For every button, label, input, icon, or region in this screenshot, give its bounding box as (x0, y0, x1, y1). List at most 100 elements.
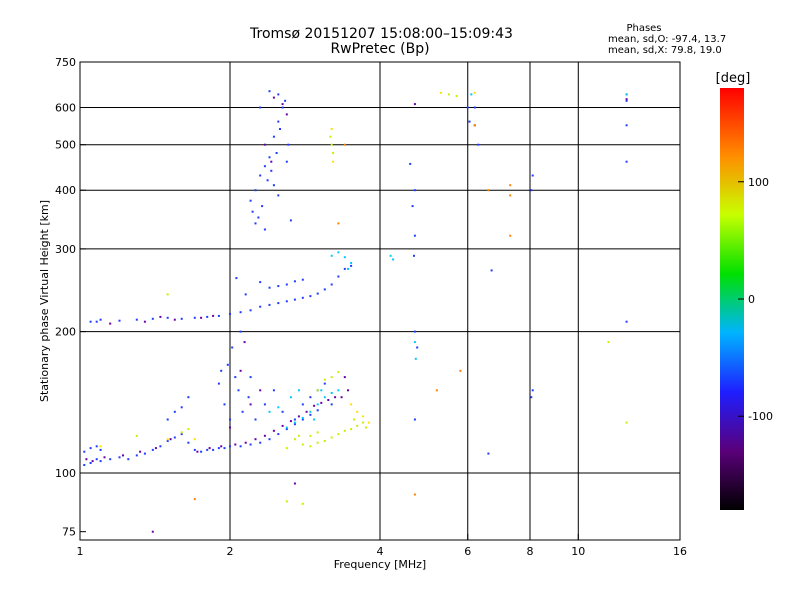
data-point (289, 219, 292, 222)
data-point (272, 135, 275, 138)
data-point (625, 98, 628, 101)
data-point (247, 396, 250, 399)
data-point (356, 424, 359, 427)
data-point (270, 160, 273, 163)
data-point (95, 320, 98, 323)
data-point (411, 205, 414, 208)
phases-stats-o-line: mean, sd,O: -97.4, 13.7 (608, 34, 727, 45)
data-point (309, 445, 312, 448)
y-tick-label: 200 (55, 326, 76, 339)
data-point (343, 256, 346, 259)
data-point (413, 254, 415, 257)
axis-ticks: 1 2 4 6 8 10 16 75 100 200 300 400 500 600 750 (55, 56, 687, 558)
data-point (353, 418, 356, 421)
y-tick-label: 750 (55, 56, 76, 69)
data-point (330, 392, 333, 394)
data-point (330, 254, 333, 257)
data-point (237, 389, 240, 392)
data-point (268, 438, 271, 441)
data-point (323, 396, 326, 399)
data-point (301, 418, 304, 421)
data-point (289, 420, 292, 423)
data-point (509, 184, 512, 187)
data-point (293, 438, 296, 441)
data-point (173, 436, 176, 439)
data-point (95, 458, 98, 461)
data-point (83, 464, 86, 466)
data-point (337, 275, 340, 278)
data-point (530, 396, 533, 399)
data-point (323, 440, 326, 442)
data-point (337, 389, 340, 392)
data-point (340, 396, 343, 399)
data-point (323, 288, 326, 291)
data-point (487, 452, 490, 455)
data-point (330, 376, 333, 379)
data-point (272, 184, 275, 187)
data-point (316, 409, 319, 412)
data-point (217, 314, 220, 317)
data-point (277, 433, 280, 436)
data-point (413, 234, 416, 237)
data-point (285, 500, 288, 503)
data-point (332, 160, 335, 163)
data-point (487, 189, 490, 192)
data-point (473, 124, 476, 127)
data-point (135, 318, 138, 321)
data-point (466, 106, 469, 109)
data-point (135, 434, 138, 437)
data-point (281, 106, 284, 109)
data-point (293, 418, 296, 421)
data-point (531, 389, 534, 392)
data-point (263, 434, 266, 437)
page-title: Tromsø 20151207 15:08:00–15:09:43 (250, 26, 513, 42)
data-point (413, 341, 416, 344)
data-point (320, 401, 323, 404)
data-point (263, 165, 266, 168)
x-tick-label: 2 (227, 545, 234, 558)
data-point (127, 458, 130, 461)
data-point (85, 458, 88, 461)
data-point (313, 418, 316, 421)
data-point (272, 429, 275, 432)
data-point (277, 302, 280, 305)
data-point (272, 389, 275, 392)
data-point (196, 450, 199, 453)
data-point (99, 448, 102, 451)
data-point (330, 436, 333, 439)
data-point (180, 317, 183, 320)
data-point (166, 440, 169, 442)
data-point (187, 396, 190, 399)
data-point (249, 199, 252, 202)
data-point (254, 189, 257, 192)
data-point (99, 460, 102, 463)
phases-stats-title: Phases (626, 23, 662, 34)
data-point (343, 376, 346, 379)
data-point (329, 135, 332, 138)
data-point (313, 404, 316, 407)
data-point (607, 341, 610, 344)
data-point (208, 447, 211, 450)
data-point (193, 498, 196, 501)
data-point (261, 205, 264, 208)
data-point (89, 320, 92, 323)
data-point (122, 454, 124, 457)
data-point (277, 406, 280, 409)
data-point (347, 267, 349, 270)
data-point (151, 448, 154, 451)
data-point (173, 318, 176, 321)
data-point (309, 396, 312, 399)
data-point (223, 403, 226, 406)
data-point (531, 174, 534, 177)
data-point (143, 452, 146, 455)
data-point (243, 341, 246, 344)
data-point (187, 441, 190, 444)
data-point (220, 445, 223, 448)
data-point (285, 447, 288, 450)
data-point (268, 90, 271, 93)
y-tick-label: 300 (55, 243, 76, 256)
data-point (392, 258, 395, 261)
data-point (285, 113, 288, 116)
colorbar-ticks: 100 0 -100 (738, 176, 773, 423)
